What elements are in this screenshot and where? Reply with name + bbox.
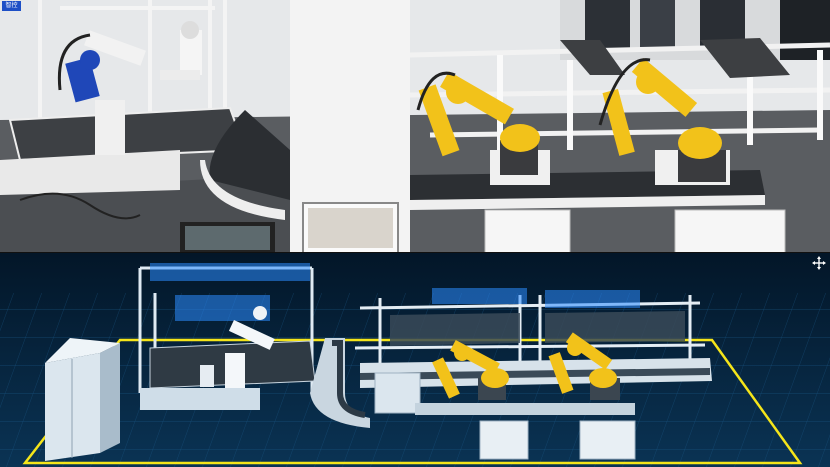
white-robot-arm-twin bbox=[200, 306, 275, 388]
digital-twin-illustration bbox=[0, 253, 830, 467]
yellow-robot-arm-twin-2 bbox=[548, 332, 620, 400]
white-robot-arm bbox=[160, 21, 202, 80]
expand-cross-icon[interactable] bbox=[812, 256, 826, 270]
digital-twin-panel bbox=[0, 253, 830, 467]
yellow-robot-arm-1 bbox=[416, 71, 540, 175]
hologram-info-panel-4 bbox=[545, 290, 640, 308]
yellow-robot-arm-twin-1 bbox=[432, 339, 509, 400]
blue-robot-arm bbox=[57, 30, 146, 155]
factory-photo-panel: 智控 bbox=[0, 0, 830, 253]
factory-photo-illustration bbox=[0, 0, 830, 253]
hologram-info-panel-3 bbox=[432, 288, 527, 304]
gantry-frames bbox=[354, 295, 706, 363]
yellow-robot-arm-2 bbox=[598, 58, 726, 182]
control-cabinets bbox=[45, 338, 120, 461]
hologram-info-panel-1 bbox=[150, 263, 310, 281]
corner-badge: 智控 bbox=[2, 1, 21, 11]
